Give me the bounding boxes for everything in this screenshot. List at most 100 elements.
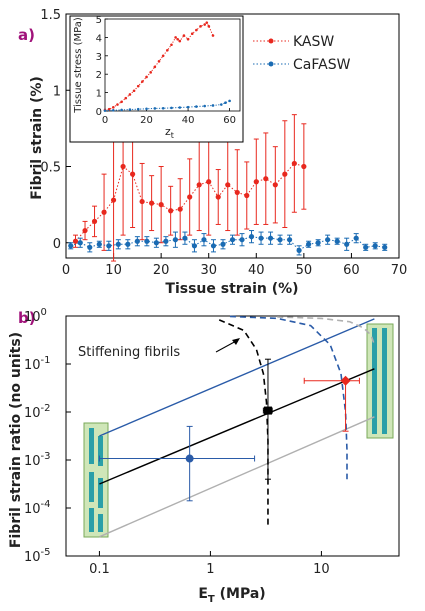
y-tick-label: 0: [53, 237, 61, 252]
curve-gray-dashed: [277, 316, 376, 346]
data-point: [372, 243, 378, 249]
inset-x-tick-label: 20: [140, 115, 153, 126]
panel-a-x-axis-title: Tissue strain (%): [165, 281, 298, 297]
data-point: [258, 235, 264, 241]
y-tick-label: 1: [53, 84, 61, 99]
inset-line: [104, 100, 230, 112]
legend-kasw-marker: [268, 38, 274, 44]
data-point: [363, 244, 369, 250]
data-point: [267, 235, 274, 241]
inset-point: [153, 65, 157, 69]
inset-point: [176, 37, 179, 41]
inset-point: [178, 39, 182, 43]
inset-point: [186, 105, 190, 109]
inset-point: [228, 99, 231, 103]
inset-point: [116, 103, 119, 106]
legend-cafasw-marker: [268, 61, 274, 67]
inset-point: [207, 25, 211, 28]
data-point: [149, 200, 155, 206]
data-point: [106, 243, 112, 249]
data-point: [182, 235, 188, 241]
line-middle: [99, 368, 375, 485]
inset-point: [224, 101, 227, 105]
data-point: [253, 179, 259, 185]
data-point: [77, 240, 83, 246]
inset-x-tick-label: 0: [102, 115, 108, 126]
inset-point: [186, 37, 190, 41]
x-tick-label: 10: [105, 263, 122, 278]
inset-x-axis-title: zt: [165, 125, 174, 140]
data-point: [187, 194, 193, 200]
inset-point: [128, 93, 132, 96]
x-tick-label: 40: [248, 263, 265, 278]
fibril-illustration-left: [83, 422, 109, 538]
inset-line: [104, 21, 214, 111]
data-point: [168, 208, 174, 214]
inset-series: [103, 21, 231, 112]
data-point: [215, 194, 221, 200]
data-point: [96, 241, 102, 247]
data-point-0: [98, 425, 256, 502]
panel-b-y-axis-title: Fibril strain ratio (no units): [8, 332, 24, 548]
panel-a-inset: 0 20 40 60 0 1 2 3 4 5 Tissue stress (MPa) zt: [69, 15, 244, 143]
data-point: [244, 192, 250, 199]
data-point: [110, 197, 117, 203]
data-point: [263, 176, 269, 182]
panel-a-plot-frame: [65, 13, 400, 259]
x-tick-label: 1: [206, 562, 214, 577]
curve-black-dashed: [218, 319, 269, 528]
series-cafasw: [68, 230, 388, 256]
inset-point: [103, 109, 107, 112]
y-tick-label: 10-4: [24, 499, 51, 517]
data-point: [220, 241, 226, 247]
data-point: [229, 237, 236, 243]
data-point: [91, 218, 98, 224]
x-tick-label: 0: [62, 263, 70, 278]
x-tick-label: 20: [153, 263, 170, 278]
inset-point: [128, 108, 132, 111]
inset-point: [211, 34, 215, 37]
panel-b-x-ticks: 0.1 1 10: [89, 551, 330, 577]
inset-y-tick-label: 1: [96, 89, 102, 100]
inset-series-kasw: [103, 21, 215, 112]
inset-point: [170, 43, 173, 47]
y-tick-label: 0.5: [40, 161, 61, 176]
line-lower: [99, 416, 375, 538]
inset-point: [211, 104, 215, 107]
data-point: [201, 237, 207, 243]
y-tick-label: 10-3: [24, 451, 51, 469]
inset-point: [203, 23, 206, 26]
inset-x-tick-label: 60: [223, 115, 236, 126]
inset-y-tick-label: 2: [96, 70, 102, 81]
inset-point: [149, 71, 152, 74]
data-point: [344, 241, 350, 247]
inset-y-axis-title: Tissue stress (MPa): [73, 17, 84, 114]
data-point: [139, 198, 145, 205]
stiffening-fibrils-arrowhead: [232, 338, 240, 345]
data-point: [239, 237, 245, 243]
series-line: [70, 236, 385, 252]
panel-b: b) 0.1 1 10 100 10-1 10-2 10-3 10-4 10-5 Stiffe…: [8, 307, 400, 605]
data-point: [296, 247, 302, 253]
x-tick-label: 50: [296, 263, 313, 278]
legend-cafasw-label: CaFASW: [293, 57, 351, 73]
x-tick-label: 0.1: [89, 562, 110, 577]
x-tick-label: 10: [313, 562, 330, 577]
data-point: [291, 160, 297, 167]
y-tick-label: 10-2: [24, 403, 51, 421]
inset-point: [195, 28, 198, 32]
data-point: [177, 206, 183, 212]
inset-point: [112, 106, 115, 109]
legend-kasw-label: KASW: [293, 34, 334, 50]
inset-point: [178, 106, 182, 109]
data-point: [163, 238, 169, 244]
data-point-1: [262, 358, 273, 480]
data-point: [196, 182, 202, 188]
data-point: [248, 234, 255, 240]
panel-b-label: b): [18, 309, 36, 327]
data-point: [301, 163, 307, 170]
data-point: [134, 238, 140, 244]
data-point: [72, 238, 79, 244]
inset-point: [161, 54, 165, 58]
data-point: [120, 163, 126, 170]
